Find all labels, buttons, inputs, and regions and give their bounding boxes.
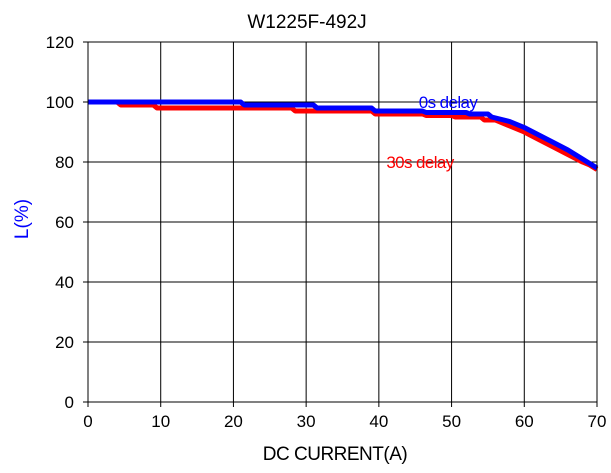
chart-title: W1225F-492J [247,12,366,33]
y-tick-label-6: 120 [46,33,74,52]
grid [87,41,598,403]
series-line-0 [88,99,599,172]
x-tick-label-0: 0 [83,412,92,431]
y-tick-label-4: 80 [55,153,74,172]
y-tick-label-1: 20 [55,333,74,352]
x-tick-label-3: 30 [297,412,316,431]
y-axis-label: L(%) [12,199,33,239]
x-axis-label: DC CURRENT(A) [263,444,408,465]
series-label-1: 0s delay [419,93,479,112]
y-tick-label-2: 40 [55,273,74,292]
plot-frame [87,41,598,403]
series-layer [88,99,599,172]
x-tick-label-2: 20 [224,412,243,431]
series-label-0: 30s delay [386,153,454,172]
series-line-1 [88,99,599,171]
x-tick-label-5: 50 [442,412,461,431]
x-tick-label-1: 10 [151,412,170,431]
x-axis-ticks: 0 10 20 30 40 50 60 70 [83,402,606,431]
y-tick-label-0: 0 [65,393,74,412]
x-tick-label-7: 70 [588,412,607,431]
x-tick-label-6: 60 [515,412,534,431]
y-tick-label-3: 60 [55,213,74,232]
y-axis-ticks: 0 20 40 60 80 100 120 [46,33,88,412]
x-tick-label-4: 40 [369,412,388,431]
series-labels: 30s delay 0s delay [386,93,479,172]
y-tick-label-5: 100 [46,93,74,112]
